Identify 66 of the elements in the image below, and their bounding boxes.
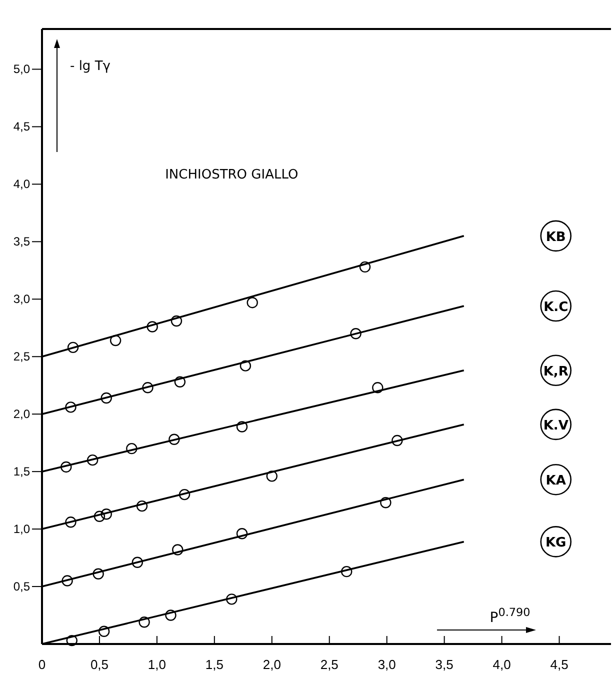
y-tick-label: 3,5 [13,234,30,249]
point [170,315,182,327]
x-tick-label: 1,5 [205,657,224,672]
x-tick-label: 1,0 [148,657,166,672]
point [178,488,190,500]
text: K.V [543,418,568,434]
point [94,510,106,522]
point [341,566,352,578]
point [172,544,184,556]
point [380,497,392,508]
point [100,392,112,404]
x-tick-label: 3,0 [378,657,396,672]
point [266,470,278,482]
text: KB [546,230,566,245]
text: KG [545,536,566,551]
y-tick-label: 4,5 [13,120,30,134]
text: K,R [543,364,568,380]
point [86,454,98,466]
point [60,461,72,473]
y-tick-label: 4,0 [13,177,30,192]
point [165,610,176,621]
x-tick-label: 4,0 [492,657,511,672]
x-tick-label: 3,5 [435,657,454,672]
y-tick-label: 2,0 [13,406,30,421]
text: INCHIOSTRO GIALLO [165,167,298,182]
point [236,421,248,432]
point [246,296,258,308]
point [138,616,150,628]
x-tick-label: 0 [38,657,46,672]
point [100,508,112,520]
point [226,594,238,605]
point [168,434,180,445]
text: KA [546,474,566,489]
point [65,402,76,413]
point [98,626,110,637]
y-tick-label: 5,0 [13,62,30,76]
point [236,528,248,540]
y-tick-label: 1,5 [13,464,30,478]
point [372,382,384,394]
text: K.C [544,300,568,316]
point [132,556,144,568]
y-tick-label: 0,5 [13,579,30,594]
point [174,376,186,388]
point [66,634,78,646]
point [240,360,252,372]
point [92,568,104,580]
point [65,516,76,528]
x-tick-label: 4,5 [550,657,568,672]
y-tick-label: 3,0 [13,292,30,306]
x-tick-label: 2,5 [320,657,338,672]
point [67,342,79,354]
y-axis-title: - lg Tγ [70,59,111,74]
point [126,442,138,454]
point [136,500,148,512]
point [146,321,158,332]
point [392,434,403,446]
x-axis-title: P$^{0.790}$ [490,606,530,626]
x-tick-label: 2,0 [262,657,281,672]
point [142,382,154,394]
y-tick-label: 1,0 [13,522,30,536]
point [359,261,371,273]
point [62,575,73,586]
point [110,334,122,346]
y-tick-label: 2,5 [13,349,30,364]
point [350,328,362,340]
x-tick-label: 0,5 [90,657,109,672]
